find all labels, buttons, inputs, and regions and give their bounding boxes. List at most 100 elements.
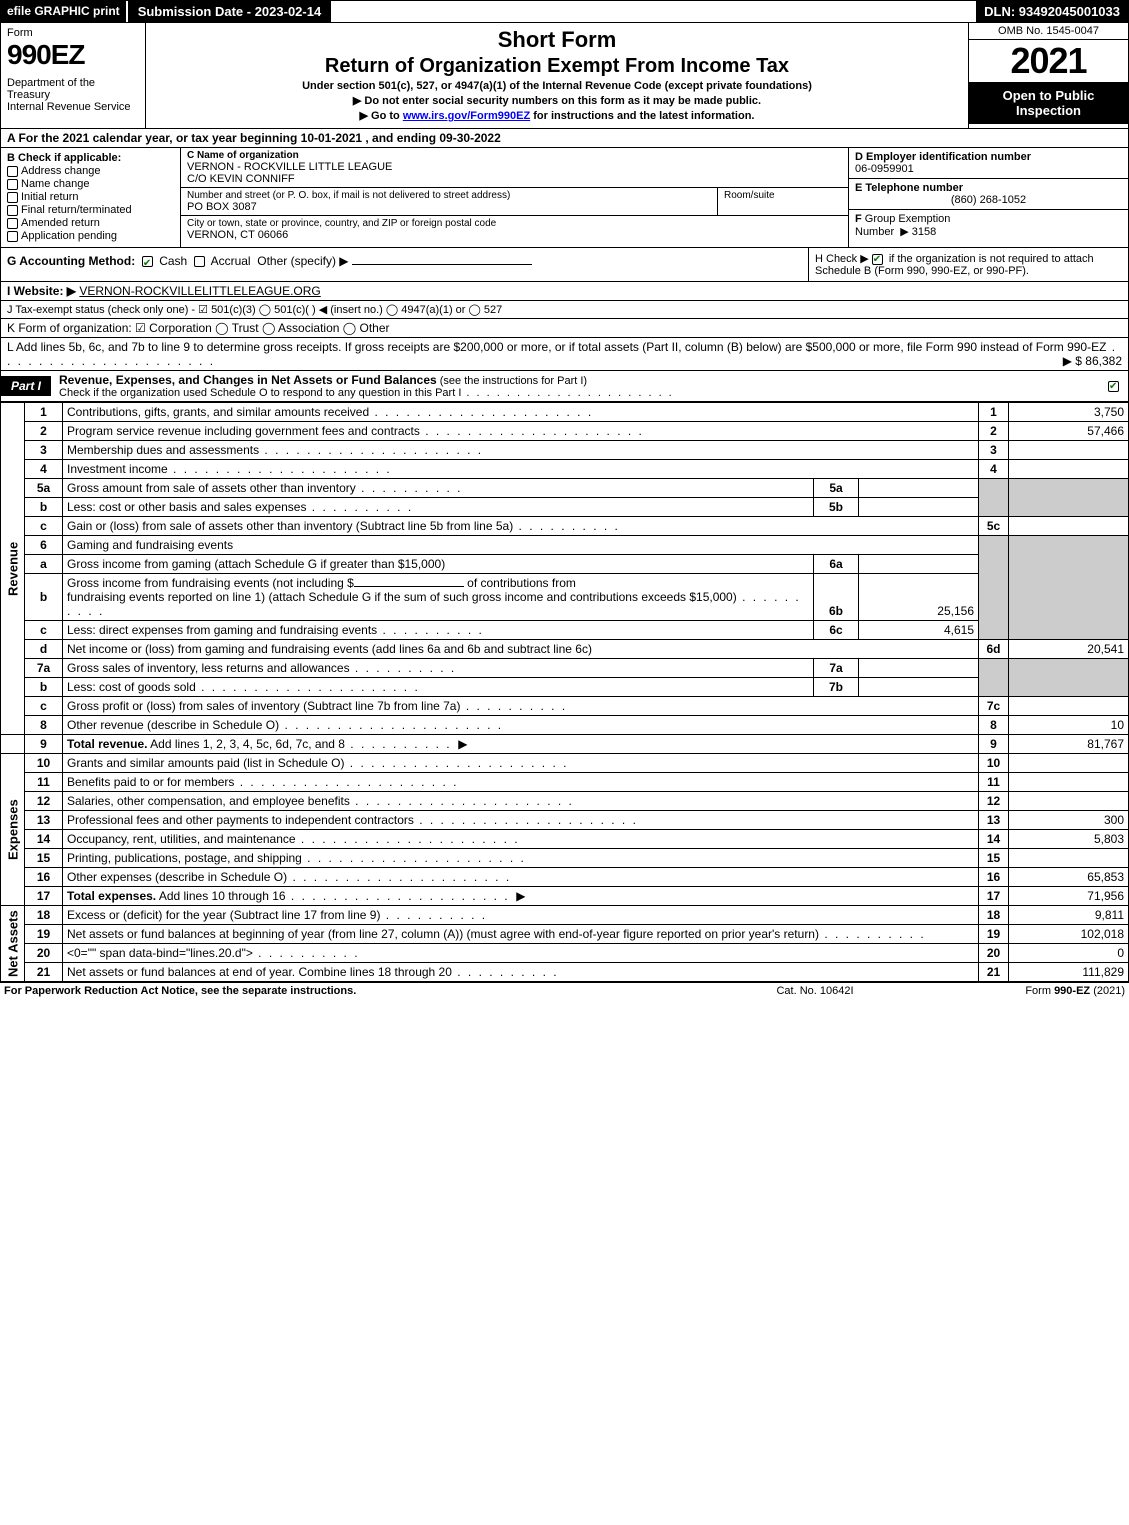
line9-amt: 81,767 <box>1009 735 1129 754</box>
line1-desc: Contributions, gifts, grants, and simila… <box>63 403 979 422</box>
rev-footer-spacer <box>1 735 25 754</box>
line14-num: 14 <box>979 830 1009 849</box>
addr-label: Number and street (or P. O. box, if mail… <box>187 190 711 201</box>
line21-num: 21 <box>979 963 1009 982</box>
addr-value: PO BOX 3087 <box>187 201 711 213</box>
e-phone: E Telephone number (860) 268-1052 <box>849 179 1128 210</box>
line5c-num: 5c <box>979 517 1009 536</box>
ein-value: 06-0959901 <box>855 163 914 175</box>
line17-amt: 71,956 <box>1009 887 1129 906</box>
line3-amt <box>1009 441 1129 460</box>
grey-7 <box>979 659 1009 697</box>
chk-final-return[interactable]: Final return/terminated <box>7 204 174 216</box>
line16-desc: Other expenses (describe in Schedule O) <box>63 868 979 887</box>
grey-7b <box>1009 659 1129 697</box>
d-label: D Employer identification number <box>855 151 1031 163</box>
phone-value: (860) 268-1052 <box>855 194 1122 206</box>
e-label: E Telephone number <box>855 182 963 194</box>
h-schedule-b: H Check ▶ if the organization is not req… <box>808 248 1128 281</box>
grey-6b <box>1009 536 1129 640</box>
line3-desc: Membership dues and assessments <box>63 441 979 460</box>
section-c: C Name of organization VERNON - ROCKVILL… <box>181 148 848 247</box>
line4-amt <box>1009 460 1129 479</box>
line6a-subamt <box>859 555 979 574</box>
ln6: 6 <box>25 536 63 555</box>
ln5a: 5a <box>25 479 63 498</box>
line17-desc: Total expenses. Add lines 10 through 16 … <box>63 887 979 906</box>
ln9: 9 <box>25 735 63 754</box>
open-to-public: Open to Public Inspection <box>969 82 1128 124</box>
line4-num: 4 <box>979 460 1009 479</box>
footer-left: For Paperwork Reduction Act Notice, see … <box>4 985 705 997</box>
revenue-sidebar: Revenue <box>1 403 25 735</box>
ln17: 17 <box>25 887 63 906</box>
line5a-sub: 5a <box>814 479 859 498</box>
line8-num: 8 <box>979 716 1009 735</box>
line6c-sub: 6c <box>814 621 859 640</box>
line6a-sub: 6a <box>814 555 859 574</box>
line6b-desc: Gross income from fundraising events (no… <box>63 574 814 621</box>
line18-desc: Excess or (deficit) for the year (Subtra… <box>63 906 979 925</box>
top-bar: efile GRAPHIC print Submission Date - 20… <box>0 0 1129 23</box>
dln: DLN: 93492045001033 <box>976 1 1128 22</box>
line5a-subamt <box>859 479 979 498</box>
ln7b: b <box>25 678 63 697</box>
line19-num: 19 <box>979 925 1009 944</box>
ln19: 19 <box>25 925 63 944</box>
chk-address-change[interactable]: Address change <box>7 165 174 177</box>
header-center: Short Form Return of Organization Exempt… <box>146 23 968 128</box>
line21-amt: 111,829 <box>1009 963 1129 982</box>
line6a-desc: Gross income from gaming (attach Schedul… <box>63 555 814 574</box>
org-co: C/O KEVIN CONNIFF <box>187 173 842 185</box>
ln13: 13 <box>25 811 63 830</box>
line9-num: 9 <box>979 735 1009 754</box>
form-word: Form <box>7 27 139 39</box>
line7b-sub: 7b <box>814 678 859 697</box>
line19-amt: 102,018 <box>1009 925 1129 944</box>
ln12: 12 <box>25 792 63 811</box>
line5c-desc: Gain or (loss) from sale of assets other… <box>63 517 979 536</box>
line5b-subamt <box>859 498 979 517</box>
chk-name-change[interactable]: Name change <box>7 178 174 190</box>
line20-amt: 0 <box>1009 944 1129 963</box>
line7c-amt <box>1009 697 1129 716</box>
ln3: 3 <box>25 441 63 460</box>
goto-line: ▶ Go to www.irs.gov/Form990EZ for instru… <box>154 109 960 122</box>
chk-amended-return[interactable]: Amended return <box>7 217 174 229</box>
under-section: Under section 501(c), 527, or 4947(a)(1)… <box>154 80 960 92</box>
line16-amt: 65,853 <box>1009 868 1129 887</box>
footer: For Paperwork Reduction Act Notice, see … <box>0 982 1129 999</box>
line6d-desc: Net income or (loss) from gaming and fun… <box>63 640 979 659</box>
ln21: 21 <box>25 963 63 982</box>
ln10: 10 <box>25 754 63 773</box>
line6c-desc: Less: direct expenses from gaming and fu… <box>63 621 814 640</box>
irs-link[interactable]: www.irs.gov/Form990EZ <box>403 110 530 122</box>
line17-num: 17 <box>979 887 1009 906</box>
g-accounting: G Accounting Method: Cash Accrual Other … <box>1 248 808 281</box>
footer-cat: Cat. No. 10642I <box>705 985 925 997</box>
line7a-desc: Gross sales of inventory, less returns a… <box>63 659 814 678</box>
do-not-enter: ▶ Do not enter social security numbers o… <box>154 94 960 107</box>
section-g-h: G Accounting Method: Cash Accrual Other … <box>0 248 1129 282</box>
line5b-sub: 5b <box>814 498 859 517</box>
city-value: VERNON, CT 06066 <box>187 229 842 241</box>
b-label: B Check if applicable: <box>7 152 174 164</box>
addr-cell: Number and street (or P. O. box, if mail… <box>181 188 718 215</box>
line11-desc: Benefits paid to or for members <box>63 773 979 792</box>
main-title: Return of Organization Exempt From Incom… <box>154 55 960 78</box>
part1-checkbox[interactable] <box>1102 378 1128 394</box>
chk-initial-return[interactable]: Initial return <box>7 191 174 203</box>
line20-num: 20 <box>979 944 1009 963</box>
section-b-c-d-e-f: B Check if applicable: Address change Na… <box>0 148 1129 248</box>
section-d-e-f: D Employer identification number 06-0959… <box>848 148 1128 247</box>
line12-desc: Salaries, other compensation, and employ… <box>63 792 979 811</box>
line6c-subamt: 4,615 <box>859 621 979 640</box>
line4-desc: Investment income <box>63 460 979 479</box>
j-tax-exempt: J Tax-exempt status (check only one) - ☑… <box>0 301 1129 319</box>
part1-title: Revenue, Expenses, and Changes in Net As… <box>51 371 1102 401</box>
line7a-sub: 7a <box>814 659 859 678</box>
line5c-amt <box>1009 517 1129 536</box>
line2-amt: 57,466 <box>1009 422 1129 441</box>
chk-application-pending[interactable]: Application pending <box>7 230 174 242</box>
tax-year: 2021 <box>969 40 1128 82</box>
